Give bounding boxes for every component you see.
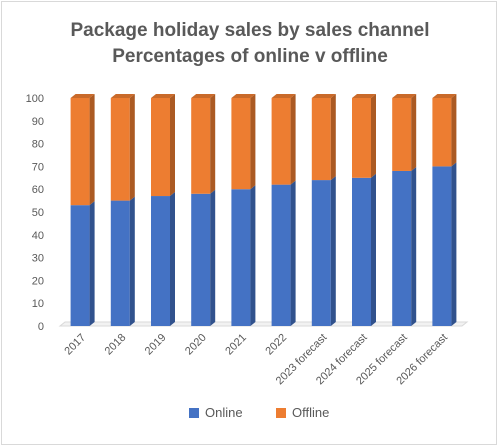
x-tick-label: 2019 bbox=[143, 332, 169, 358]
legend-item-offline: Offline bbox=[276, 405, 329, 420]
bar-online bbox=[392, 170, 412, 326]
x-tick-label: 2021 bbox=[223, 332, 249, 358]
legend-label-offline: Offline bbox=[292, 405, 330, 420]
bar-online bbox=[151, 196, 170, 326]
bar-side-online bbox=[371, 173, 376, 326]
bar-offline bbox=[110, 98, 130, 201]
bar-side-offline bbox=[290, 94, 296, 185]
x-tick-label: 2017 bbox=[62, 332, 88, 358]
bar-side-offline bbox=[250, 94, 256, 190]
bar-top-offline bbox=[271, 94, 296, 98]
bar-offline bbox=[70, 98, 90, 206]
bar-side-online bbox=[250, 185, 256, 326]
bar-top-offline bbox=[392, 94, 417, 98]
chart-title: Package holiday sales by sales channel P… bbox=[0, 18, 500, 70]
bar-top-offline bbox=[352, 94, 376, 98]
bar-side-online bbox=[129, 196, 135, 326]
bar-top-offline bbox=[110, 94, 135, 98]
bar-side-online bbox=[89, 201, 95, 326]
bar-offline bbox=[271, 98, 291, 185]
bar-side-offline bbox=[210, 94, 216, 194]
bar-side-offline bbox=[89, 94, 95, 206]
bar-side-offline bbox=[411, 94, 417, 171]
bar-online bbox=[70, 205, 90, 326]
bar-online bbox=[271, 184, 291, 326]
bar-online bbox=[231, 189, 251, 326]
bar-offline bbox=[151, 98, 170, 197]
bar-offline bbox=[432, 98, 452, 167]
bar-top-offline bbox=[432, 94, 457, 98]
bar-top-offline bbox=[151, 94, 175, 98]
bar-offline bbox=[392, 98, 412, 171]
bar-side-online bbox=[290, 180, 296, 326]
y-tick-label: 10 bbox=[32, 298, 44, 310]
bar-online bbox=[191, 193, 211, 326]
bar-side-offline bbox=[330, 94, 336, 181]
bar-side-offline bbox=[451, 94, 457, 167]
bar-online bbox=[110, 200, 130, 326]
y-tick-label: 0 bbox=[38, 321, 44, 333]
y-tick-label: 80 bbox=[32, 139, 44, 151]
bar-online bbox=[311, 180, 331, 326]
bar-top-offline bbox=[311, 94, 336, 98]
y-tick-label: 50 bbox=[32, 207, 44, 219]
x-tick-label: 2020 bbox=[183, 332, 209, 358]
bar-side-online bbox=[411, 166, 417, 326]
chart-title-line2: Percentages of online v offline bbox=[112, 46, 388, 67]
bar-side-online bbox=[330, 176, 336, 326]
bar-side-offline bbox=[129, 94, 135, 201]
bar-side-offline bbox=[170, 94, 175, 197]
y-tick-label: 70 bbox=[32, 161, 44, 173]
bar-offline bbox=[311, 98, 331, 181]
bar-top-offline bbox=[231, 94, 256, 98]
legend-label-online: Online bbox=[205, 405, 243, 420]
bar-side-online bbox=[210, 189, 216, 326]
bar-top-offline bbox=[70, 94, 95, 98]
y-tick-label: 90 bbox=[32, 116, 44, 128]
bar-offline bbox=[231, 98, 251, 190]
y-tick-label: 40 bbox=[32, 230, 44, 242]
chart-title-line1: Package holiday sales by sales channel bbox=[70, 20, 430, 41]
y-tick-label: 100 bbox=[26, 93, 44, 105]
x-tick-label: 2018 bbox=[103, 332, 129, 358]
bar-side-online bbox=[170, 192, 175, 326]
legend: Online Offline bbox=[0, 405, 500, 425]
bar-online bbox=[352, 177, 371, 326]
y-tick-label: 20 bbox=[32, 275, 44, 287]
y-tick-label: 60 bbox=[32, 184, 44, 196]
bar-offline bbox=[191, 98, 211, 194]
bar-top-offline bbox=[191, 94, 216, 98]
legend-swatch-online bbox=[189, 407, 199, 418]
bar-side-online bbox=[451, 162, 457, 326]
bar-online bbox=[432, 166, 452, 326]
y-tick-label: 30 bbox=[32, 253, 44, 265]
x-tick-label: 2022 bbox=[263, 332, 289, 358]
legend-swatch-offline bbox=[276, 407, 286, 418]
legend-item-online: Online bbox=[189, 405, 243, 420]
bar-offline bbox=[352, 98, 371, 178]
bar-side-offline bbox=[371, 94, 376, 178]
